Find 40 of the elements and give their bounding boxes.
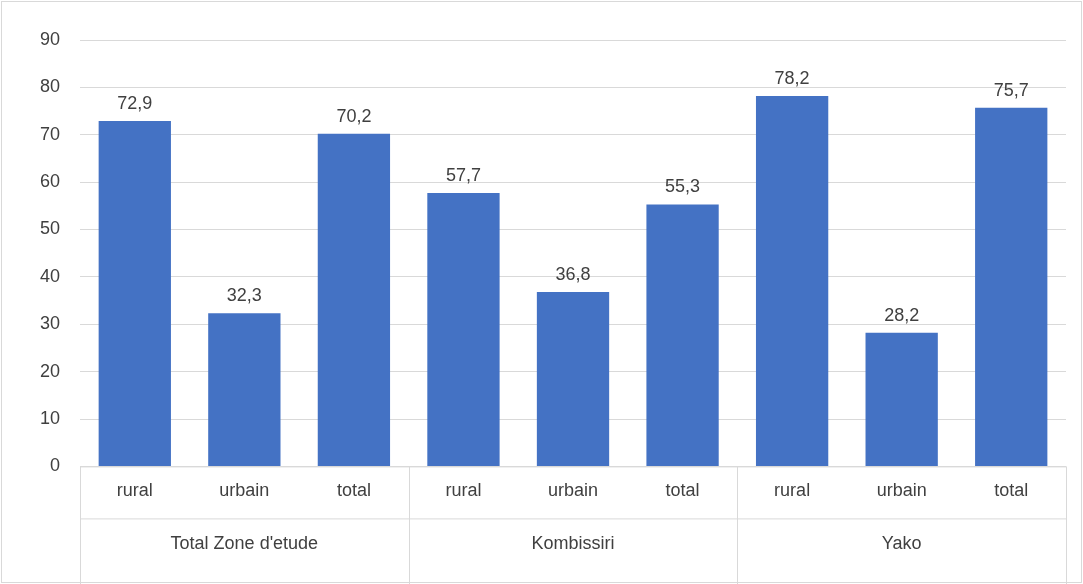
x-tick-label: urbain [219,480,270,501]
x-tick-label: urbain [547,480,599,501]
text: Total Zone d'etude [170,533,319,554]
y-tick-label: 90 [39,28,61,49]
bar [975,107,1048,466]
data-label: 28,2 [884,304,920,325]
data-label: 32,3 [226,285,262,306]
y-tick-label: 80 [39,76,61,97]
data-label: 55,3 [665,176,701,197]
bar [98,121,171,466]
x-tick-label: total [336,480,371,501]
text: Yako [881,533,922,554]
data-label: 75,7 [993,79,1029,100]
data-label: 36,8 [555,264,591,285]
data-label: 72,9 [117,92,153,113]
y-tick-label: 20 [39,360,61,381]
data-label: 70,2 [336,105,372,126]
bar [208,313,281,466]
bar [646,204,719,466]
data-label: 78,2 [774,67,810,88]
bar [536,292,610,466]
x-tick-label: rural [445,480,482,501]
bar [427,193,500,466]
y-tick-label: 0 [50,455,61,476]
y-tick-label: 50 [39,218,61,239]
data-label: 57,7 [445,165,481,185]
bar [865,332,938,466]
x-tick-label: total [994,480,1029,501]
y-tick-label: 30 [39,313,61,334]
x-tick-label: rural [116,480,153,501]
x-tick-label: urbain [876,480,927,501]
x-tick-label: rural [774,480,811,501]
text: Kombissiri [531,533,615,554]
y-tick-label: 40 [39,265,61,286]
y-tick-label: 60 [39,171,61,192]
bar [317,133,391,466]
y-tick-label: 70 [39,123,61,144]
y-tick-label: 10 [39,407,61,428]
bar [755,95,829,466]
x-tick-label: total [665,480,700,501]
